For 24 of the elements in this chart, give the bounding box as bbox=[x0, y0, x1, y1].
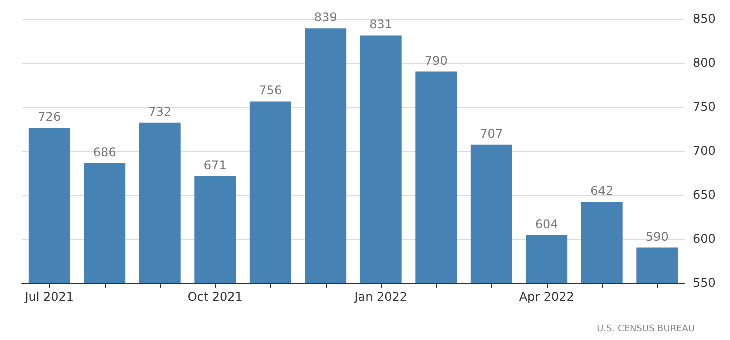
x-tick-label: Jan 2022 bbox=[354, 290, 408, 304]
y-tick-label: 550 bbox=[693, 276, 716, 290]
y-tick-label: 850 bbox=[693, 12, 716, 26]
data-label: 831 bbox=[370, 18, 393, 32]
data-label: 756 bbox=[259, 84, 282, 98]
y-tick-label: 650 bbox=[693, 188, 716, 202]
y-tick-label: 600 bbox=[693, 232, 716, 246]
x-tick-label: Jul 2021 bbox=[24, 290, 74, 304]
data-label: 686 bbox=[93, 145, 116, 160]
y-tick-label: 750 bbox=[693, 100, 716, 114]
data-label: 732 bbox=[148, 104, 172, 119]
y-tick-label: 800 bbox=[693, 56, 716, 70]
data-label: 839 bbox=[314, 10, 338, 25]
x-tick-label: Oct 2021 bbox=[188, 290, 243, 304]
data-label: 671 bbox=[204, 158, 227, 173]
data-label: 707 bbox=[480, 126, 504, 141]
data-label: 642 bbox=[590, 184, 614, 198]
text: U.S. CENSUS BUREAU bbox=[597, 324, 695, 334]
x-tick-label: Apr 2022 bbox=[519, 290, 574, 304]
data-label: 604 bbox=[535, 217, 558, 232]
data-label: 590 bbox=[646, 230, 669, 244]
data-label: 726 bbox=[38, 110, 62, 124]
data-label: 790 bbox=[424, 54, 448, 68]
y-tick-label: 700 bbox=[693, 144, 716, 158]
